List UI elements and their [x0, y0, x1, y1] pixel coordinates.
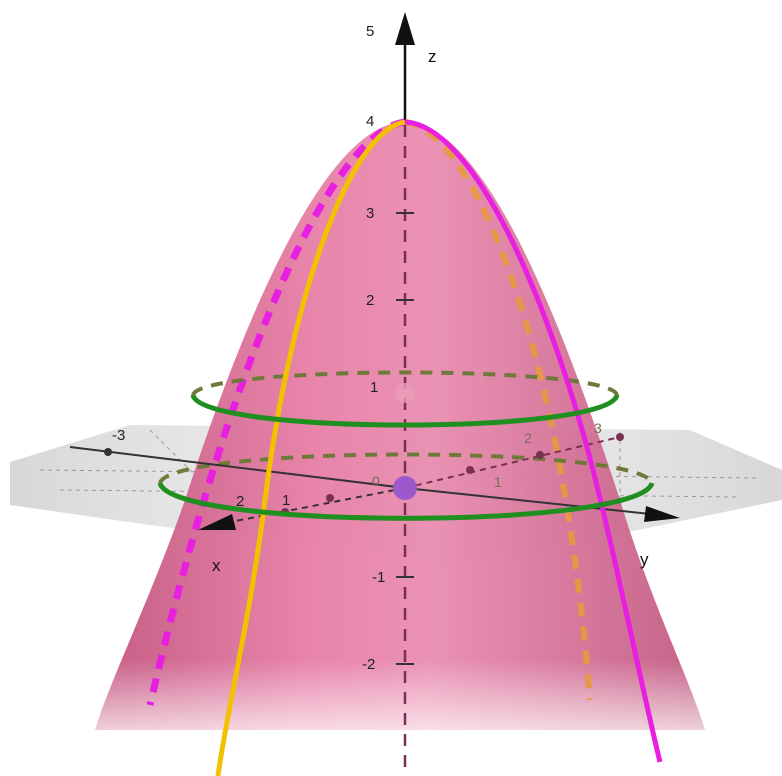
y-tick-minus3: -3: [112, 427, 125, 444]
x-tick-1: 1: [282, 492, 290, 509]
arrow-right-icon: [644, 506, 680, 522]
upper-circle-back: [191, 370, 619, 397]
surface-fade: [80, 660, 720, 760]
z-tick-4: 4: [366, 113, 374, 130]
trace-magenta: [404, 119, 663, 763]
x-tick-2: 2: [236, 493, 244, 510]
z-tick-minus2: -2: [362, 656, 375, 673]
tick-dot: [616, 433, 624, 441]
z-tick-5: 5: [366, 23, 374, 40]
upper-level-circle: [190, 393, 620, 428]
z1-point: [395, 383, 415, 403]
z-tick-1: 1: [370, 379, 378, 396]
z-tick-2: 2: [366, 292, 374, 309]
tick-dot: [466, 466, 474, 474]
arrow-up-icon: [395, 12, 415, 45]
trace-orange-dashed: [404, 119, 593, 701]
z-axis-name: z: [428, 47, 437, 66]
lower-level-circle: [157, 481, 655, 521]
y-tick-3: 3: [594, 420, 602, 436]
lower-circle-back: [158, 452, 654, 485]
z-tick-3: 3: [366, 205, 374, 222]
center-point: [393, 476, 417, 500]
origin-label: 0: [372, 473, 380, 489]
y-tick-1: 1: [494, 474, 502, 490]
y-tick-2: 2: [524, 430, 532, 446]
tick-dot: [536, 451, 544, 459]
horizontal-axes: [69, 433, 680, 530]
tick-dot: [326, 494, 334, 502]
y-axis-name: y: [640, 550, 649, 569]
trace-magenta-dashed: [146, 118, 406, 706]
arrow-left-icon: [198, 514, 236, 530]
z-tick-minus1: -1: [372, 569, 385, 586]
trace-yellow: [215, 119, 406, 776]
z-ticks: [396, 212, 414, 665]
tick-dot: [104, 448, 112, 456]
x-axis-name: x: [212, 556, 221, 575]
